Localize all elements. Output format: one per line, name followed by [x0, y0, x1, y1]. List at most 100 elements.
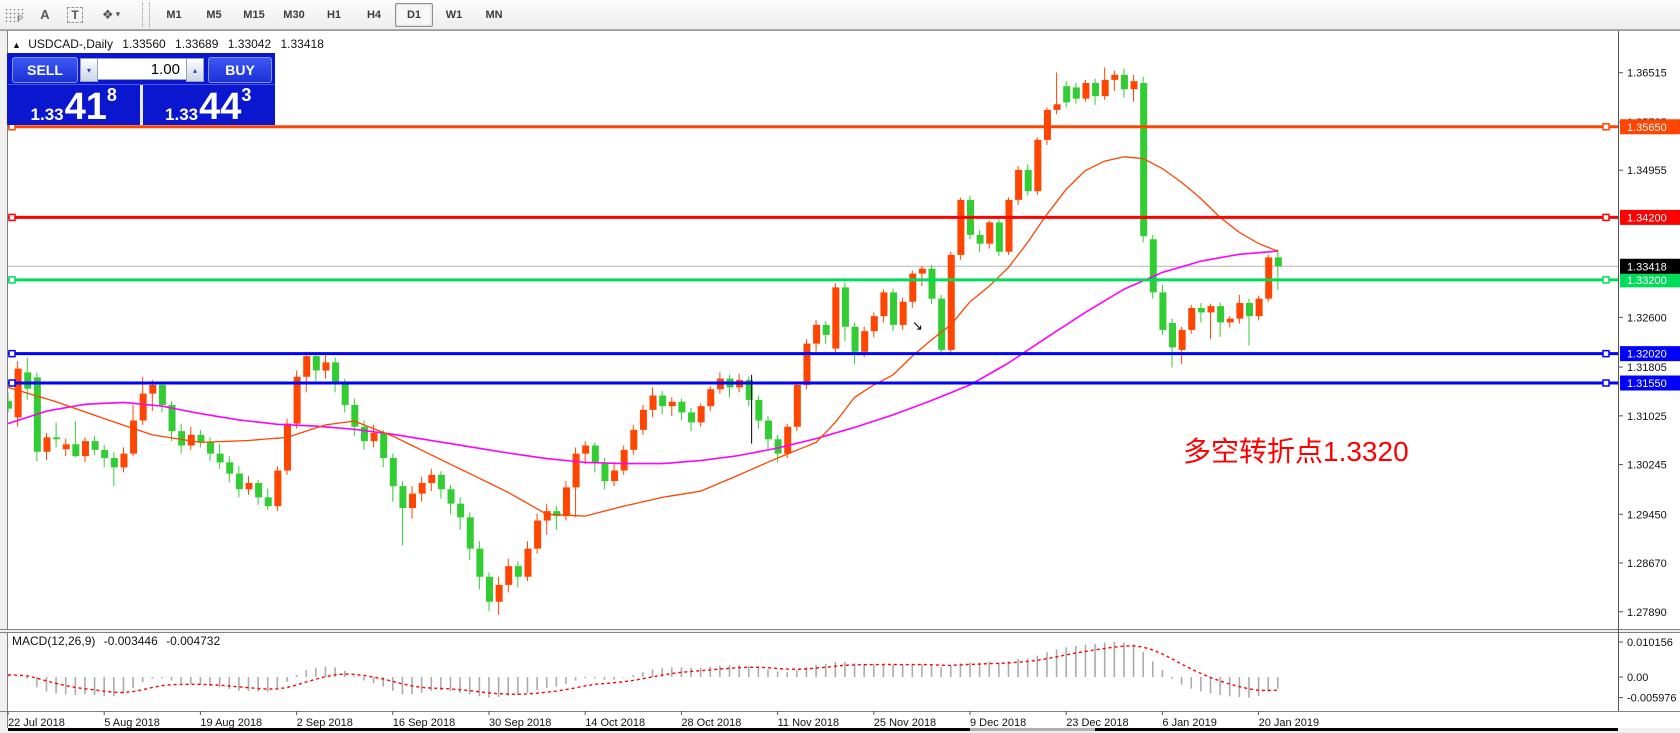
line-selection-handle[interactable] — [8, 213, 16, 222]
timeframe-button-m1[interactable]: M1 — [166, 8, 182, 21]
volume-decrease-button[interactable]: ▾ — [80, 58, 98, 82]
candle — [611, 464, 619, 487]
candle — [986, 220, 994, 249]
candle — [880, 289, 888, 323]
line-selection-handle[interactable] — [1602, 379, 1610, 387]
timeframe-button-h4[interactable]: H4 — [366, 8, 382, 21]
candle — [938, 294, 946, 354]
chart-text-annotation: 多空转折点1.3320 — [1183, 436, 1409, 467]
line-selection-handle[interactable] — [8, 349, 16, 358]
candle — [1130, 74, 1138, 102]
macd-axis-label: 0.00 — [1627, 672, 1648, 684]
candle — [1120, 68, 1128, 98]
timeframe-button-m15[interactable]: M15 — [243, 8, 265, 21]
candle — [1072, 83, 1080, 104]
candle — [1005, 197, 1013, 255]
candle — [870, 312, 878, 338]
date-label: 25 Nov 2018 — [874, 717, 936, 729]
hline-1.31550[interactable] — [8, 379, 1618, 387]
main-price-pane[interactable]: ↘ — [5, 67, 1618, 615]
one-click-trading-panel: SELL ▾ ▴ BUY 1.33 41 8 1.33 44 3 — [8, 54, 275, 126]
pane-separator[interactable] — [0, 629, 1680, 633]
candle — [43, 433, 51, 460]
timeframe-button-mn[interactable]: MN — [485, 8, 503, 21]
text-box-tool-icon[interactable]: T — [62, 4, 88, 26]
line-selection-handle[interactable] — [8, 379, 16, 387]
sell-price-panel[interactable]: 1.33 41 8 — [8, 85, 140, 126]
volume-increase-button[interactable]: ▴ — [186, 58, 204, 82]
candle — [437, 471, 445, 499]
candle — [1092, 78, 1100, 105]
sell-price-prefix: 1.33 — [30, 105, 64, 124]
hline-1.33200[interactable] — [8, 276, 1618, 284]
line-selection-handle[interactable] — [1602, 276, 1610, 284]
date-label: 6 Jan 2019 — [1162, 717, 1216, 729]
candle — [918, 266, 926, 287]
time-axis[interactable]: 22 Jul 2018 5 Aug 2018 19 Aug 2018 2 Sep 20… — [7, 711, 1319, 729]
hline-price-badge-text: 1.35650 — [1627, 122, 1667, 134]
candle — [649, 387, 657, 418]
macd-axis-label: -0.005976 — [1627, 693, 1677, 705]
timeframe-button-m30[interactable]: M30 — [283, 8, 305, 21]
chart-background — [8, 31, 1680, 728]
hline-price-badge-text: 1.32020 — [1627, 349, 1667, 361]
timeframe-button-d1[interactable]: D1 — [395, 2, 433, 27]
candle — [909, 270, 917, 309]
timeframe-button-h1[interactable]: H1 — [326, 8, 342, 21]
buy-price-panel[interactable]: 1.33 44 3 — [143, 85, 275, 126]
arrow-object-icon[interactable]: ↘ — [912, 318, 923, 333]
candle — [216, 443, 224, 469]
candle — [1063, 81, 1071, 108]
candle — [543, 503, 551, 535]
hline-1.32020[interactable] — [8, 349, 1618, 358]
timeframe-button-m5[interactable]: M5 — [206, 8, 222, 21]
chart-shift-tool-icon[interactable]: :::::::::::::F — [2, 4, 28, 26]
date-label: 30 Sep 2018 — [489, 717, 551, 729]
candle — [1265, 254, 1273, 302]
chart-toolbar: :::::::::::::F A T ❖ ▾ M1 M5 M15 M30 H1 H4 D1 W… — [0, 0, 1680, 30]
price-axis-label: 1.27890 — [1627, 607, 1667, 619]
open-value: 1.33560 — [122, 37, 166, 51]
line-selection-handle[interactable] — [1602, 123, 1610, 131]
hline-1.34200[interactable] — [8, 213, 1618, 222]
timeframe-button-w1[interactable]: W1 — [445, 8, 463, 21]
candle — [832, 283, 840, 354]
candle — [764, 416, 772, 450]
candle — [1140, 76, 1148, 243]
expand-triangle-icon[interactable]: ▲ — [12, 40, 21, 50]
high-value: 1.33689 — [175, 37, 219, 51]
diamond-shapes-icon: ❖ — [101, 6, 114, 22]
line-selection-handle[interactable] — [1602, 349, 1610, 358]
candle — [428, 468, 436, 492]
price-chart-canvas[interactable]: ↘ 1.365151.357251.349551.326001.318051.31… — [0, 30, 1680, 733]
candle — [245, 476, 253, 495]
candle — [995, 218, 1003, 257]
candle — [322, 353, 330, 379]
candle — [755, 395, 763, 429]
price-axis-label: 1.28670 — [1627, 558, 1667, 570]
candle — [187, 426, 195, 450]
candle — [928, 264, 936, 304]
line-selection-handle[interactable] — [8, 276, 16, 284]
candle — [332, 357, 340, 393]
trade-panel-prices: 1.33 41 8 1.33 44 3 — [8, 84, 275, 126]
candle — [697, 403, 705, 427]
sell-button[interactable]: SELL — [12, 57, 78, 83]
date-label: 23 Dec 2018 — [1066, 717, 1128, 729]
macd-pane[interactable] — [8, 641, 1279, 698]
volume-input[interactable] — [98, 58, 186, 80]
candle — [293, 370, 301, 429]
price-axis[interactable]: 1.365151.357251.349551.326001.318051.310… — [1618, 68, 1680, 705]
candle — [1207, 303, 1215, 340]
candle — [53, 422, 61, 448]
candle — [476, 541, 484, 590]
shapes-tool-icon[interactable]: ❖ ▾ — [92, 4, 130, 26]
line-selection-handle[interactable] — [1602, 213, 1610, 222]
candle — [976, 229, 984, 252]
close-value: 1.33418 — [280, 37, 324, 51]
hline-1.35650[interactable] — [8, 123, 1618, 131]
candle — [1159, 284, 1167, 335]
text-label-tool-icon[interactable]: A — [32, 4, 58, 26]
buy-button[interactable]: BUY — [208, 57, 272, 83]
hline-price-badge — [1620, 375, 1680, 391]
